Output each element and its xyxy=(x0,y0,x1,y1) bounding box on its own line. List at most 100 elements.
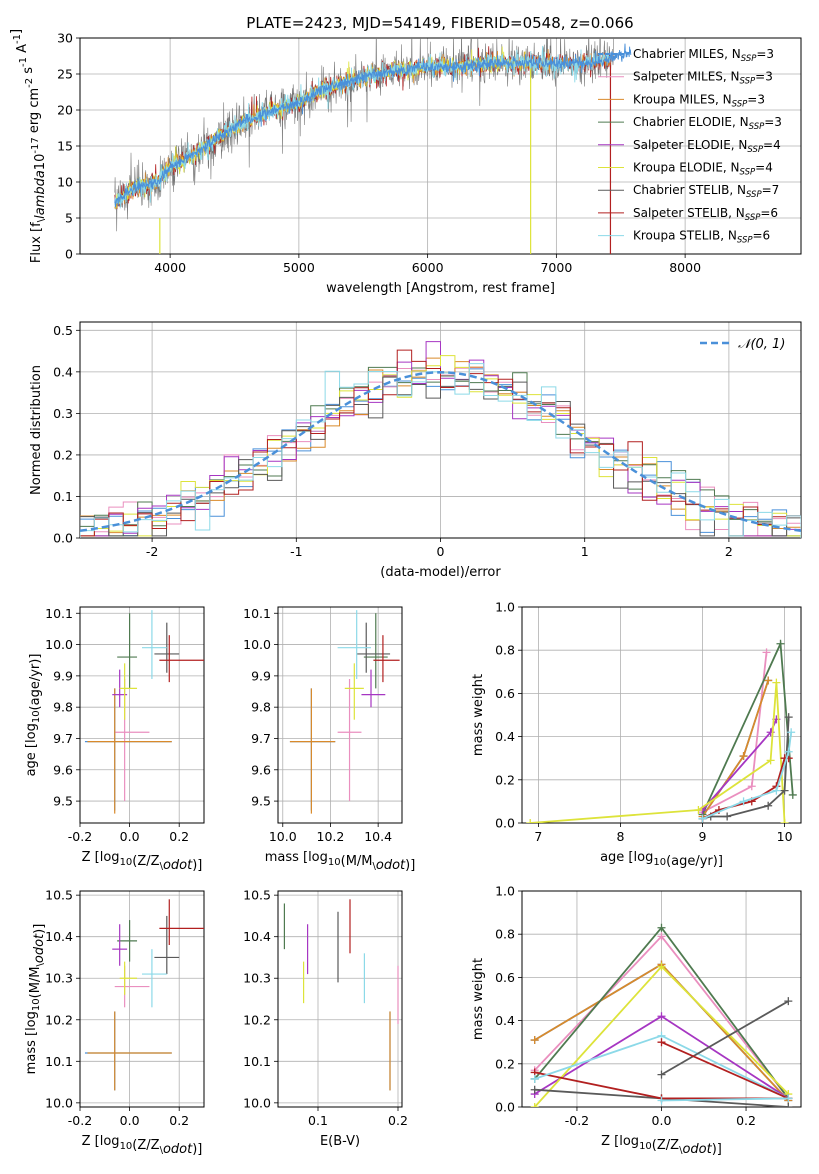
weight-marker xyxy=(784,713,793,722)
x-tick-label: 0.1 xyxy=(308,1113,328,1128)
y-tick-label: 25 xyxy=(57,67,73,82)
y-tick-label: 10.3 xyxy=(45,971,73,986)
y-tick-label: 0.5 xyxy=(53,323,73,338)
y-tick-label: 0.0 xyxy=(495,1100,515,1115)
y-tick-label: 10.4 xyxy=(243,929,271,944)
weight-line xyxy=(661,1000,789,1076)
x-tick-label: 8000 xyxy=(669,260,701,275)
y-tick-label: 0.6 xyxy=(495,686,515,701)
legend-entry: Salpeter STELIB, NSSP=6 xyxy=(633,206,778,223)
weight-marker xyxy=(772,786,781,795)
y-tick-label: 10.4 xyxy=(45,929,73,944)
x-tick-label: 7 xyxy=(534,829,542,844)
y-tick-label: 10.0 xyxy=(243,1095,271,1110)
x-tick-label: 2 xyxy=(725,544,733,559)
weight-marker xyxy=(530,1103,539,1107)
y-tick-label: 9.9 xyxy=(251,668,271,683)
normal-reference-curve xyxy=(80,371,801,532)
x-axis-label: wavelength [Angstrom, rest frame] xyxy=(326,281,555,296)
x-tick-label: -0.2 xyxy=(565,1113,589,1128)
y-tick-label: 0.4 xyxy=(53,364,73,379)
x-tick-label: 0.2 xyxy=(169,829,189,844)
y-tick-label: 0.2 xyxy=(495,1056,515,1071)
chart-age_weight: 7 8 9 10 0.0 0.2 0.4 0.6 0.8 1.0 age [log10(age/yr… xyxy=(471,600,802,869)
axes-frame xyxy=(277,606,403,824)
weight-marker xyxy=(780,786,789,795)
plot-area xyxy=(526,639,797,823)
model-spectrum-salpeter-stelib xyxy=(114,46,611,210)
x-tick-label: 0.2 xyxy=(736,1113,756,1128)
y-tick-label: 20 xyxy=(57,103,73,118)
weight-marker xyxy=(788,790,797,799)
weight-marker xyxy=(784,747,793,756)
x-tick-label: 4000 xyxy=(154,260,186,275)
y-tick-label: 10.1 xyxy=(243,1054,271,1069)
x-tick-label: -0.2 xyxy=(68,829,92,844)
x-tick-label: 1 xyxy=(581,544,589,559)
x-axis-label: E(B-V) xyxy=(320,1134,360,1149)
y-tick-label: 0.6 xyxy=(495,970,515,985)
y-tick-label: 10.1 xyxy=(45,1054,73,1069)
weight-marker xyxy=(698,814,707,823)
weight-marker xyxy=(530,1085,539,1094)
chart-title: PLATE=2423, MJD=54149, FIBERID=0548, z=0… xyxy=(246,14,633,32)
legend: Chabrier MILES, NSSP=3 Salpeter MILES, NS… xyxy=(598,47,782,246)
weight-marker xyxy=(657,962,666,971)
x-tick-label: 5000 xyxy=(283,260,315,275)
y-tick-label: 10.5 xyxy=(45,888,73,903)
axes-frame xyxy=(79,890,205,1108)
y-tick-label: 9.6 xyxy=(251,762,271,777)
x-tick-label: 10.2 xyxy=(317,829,345,844)
x-tick-label: -2 xyxy=(146,544,158,559)
chart-ebv_mass: 0.1 0.2 10.0 10.1 10.2 10.3 10.4 10.5 E(B-V) xyxy=(243,888,408,1149)
y-tick-label: 10.2 xyxy=(45,1012,73,1027)
y-tick-label: 10.1 xyxy=(243,606,271,621)
y-tick-label: 0.4 xyxy=(495,729,515,744)
x-axis-label: age [log10(age/yr)] xyxy=(600,850,723,869)
y-tick-label: 10.5 xyxy=(243,888,271,903)
x-tick-label: 0.0 xyxy=(652,1113,672,1128)
weight-line xyxy=(661,1041,789,1100)
y-tick-label: 0.0 xyxy=(495,816,515,831)
weight-marker xyxy=(530,1036,539,1045)
plot-area xyxy=(114,38,632,254)
x-tick-label: -0.2 xyxy=(68,1113,92,1128)
legend-entry: Chabrier ELODIE, NSSP=3 xyxy=(633,115,782,132)
x-tick-label: -1 xyxy=(290,544,302,559)
x-tick-label: 0 xyxy=(437,544,445,559)
weight-marker xyxy=(776,639,785,648)
weight-marker xyxy=(530,1074,539,1083)
weight-marker xyxy=(739,752,748,761)
axes-frame xyxy=(521,606,802,824)
y-axis-label: mass weight xyxy=(471,958,486,1040)
y-tick-label: 30 xyxy=(57,31,73,46)
chart-spectrum: 4000 5000 6000 7000 8000 0 5 10 15 20 25 30 waveleng… xyxy=(9,14,802,296)
weight-marker xyxy=(526,819,535,823)
legend-entry: Salpeter MILES, NSSP=3 xyxy=(633,70,773,87)
weight-line xyxy=(702,652,768,813)
x-tick-label: 0.0 xyxy=(120,829,140,844)
y-tick-label: 10.3 xyxy=(243,971,271,986)
x-tick-label: 6000 xyxy=(412,260,444,275)
y-tick-label: 9.5 xyxy=(251,794,271,809)
plot-area xyxy=(289,610,400,814)
observed-spectrum xyxy=(114,38,615,232)
y-tick-label: 0.2 xyxy=(495,772,515,787)
y-tick-label: 0.8 xyxy=(495,927,515,942)
x-tick-label: 10 xyxy=(777,829,793,844)
weight-marker xyxy=(772,678,781,687)
x-axis-label: Z [log10(Z/Z\odot)] xyxy=(82,850,203,873)
legend-entry: Salpeter ELODIE, NSSP=4 xyxy=(633,138,781,155)
weight-marker xyxy=(747,782,756,791)
y-tick-label: 9.8 xyxy=(251,700,271,715)
weight-marker xyxy=(657,923,666,932)
y-tick-label: 9.7 xyxy=(251,731,271,746)
weight-marker xyxy=(694,806,703,815)
y-tick-label: 0.1 xyxy=(53,489,73,504)
y-tick-label: 0.2 xyxy=(53,447,73,462)
chart-z_age: -0.2 0.0 0.2 9.5 9.6 9.7 9.8 9.9 10.0 10.1 Z [log1… xyxy=(24,606,205,873)
weight-marker xyxy=(784,1103,793,1107)
legend-entry: Kroupa MILES, NSSP=3 xyxy=(633,92,765,109)
y-tick-label: 1.0 xyxy=(495,884,515,899)
